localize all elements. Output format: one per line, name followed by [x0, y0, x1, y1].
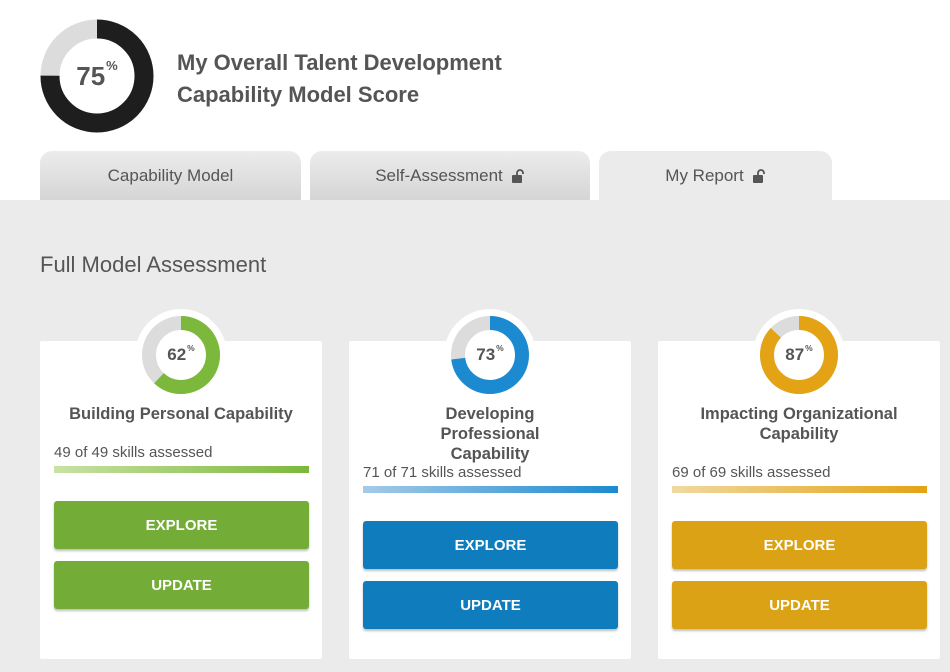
page-title-line1: My Overall Talent Development	[177, 50, 502, 75]
explore-button[interactable]: EXPLORE	[672, 521, 927, 569]
card-score-value: 87%	[753, 309, 845, 401]
card-score-donut: 73%	[444, 309, 536, 401]
card-score-number: 73	[476, 345, 496, 364]
overall-score-number: 75	[76, 60, 106, 91]
card-score-number: 62	[167, 345, 187, 364]
tab-my-report[interactable]: My Report	[599, 151, 832, 200]
card-score-value: 62%	[135, 309, 227, 401]
card-score-arc	[142, 316, 220, 394]
explore-button[interactable]: EXPLORE	[363, 521, 618, 569]
section-title: Full Model Assessment	[40, 252, 267, 277]
card-score-number: 87	[785, 345, 805, 364]
page-title: My Overall Talent Development Capability…	[177, 47, 537, 111]
update-button[interactable]: UPDATE	[363, 581, 618, 629]
tab-capability-model[interactable]: Capability Model	[40, 151, 301, 200]
overall-score-percent-sign: %	[106, 58, 118, 74]
card-score-arc	[451, 316, 529, 394]
skills-progress-bar	[672, 486, 927, 493]
explore-button[interactable]: EXPLORE	[54, 501, 309, 549]
card-score-donut: 87%	[753, 309, 845, 401]
card-score-donut: 62%	[135, 309, 227, 401]
skills-assessed-text: 49 of 49 skills assessed	[54, 444, 213, 461]
overall-score-donut: 75%	[40, 19, 154, 133]
skills-progress-bar	[363, 486, 618, 493]
card-title: Developing Professional Capability	[440, 405, 540, 463]
capability-card-professional: 73% Developing Professional Capability 7…	[349, 309, 631, 659]
skills-progress-bar	[54, 466, 309, 473]
skills-assessed-text: 69 of 69 skills assessed	[672, 464, 831, 481]
assessment-panel: Full Model Assessment 62% Building Perso…	[0, 200, 950, 672]
page-title-line2: Capability Model Score	[177, 82, 420, 107]
card-score-value: 73%	[444, 309, 536, 401]
skills-assessed-text: 71 of 71 skills assessed	[363, 464, 522, 481]
card-title: Impacting Organizational Capability	[700, 405, 898, 443]
unlock-icon	[511, 168, 524, 183]
unlock-icon	[752, 168, 765, 183]
tab-self-assessment-label: Self-Assessment	[375, 165, 503, 185]
capability-card-personal: 62% Building Personal Capability 49 of 4…	[40, 309, 322, 659]
card-score-arc	[760, 316, 838, 394]
tab-my-report-label: My Report	[665, 165, 744, 185]
card-title: Building Personal Capability	[69, 405, 293, 423]
overall-score-arc	[40, 19, 154, 133]
capability-card-organizational: 87% Impacting Organizational Capability …	[658, 309, 940, 659]
tab-self-assessment[interactable]: Self-Assessment	[310, 151, 590, 200]
card-score-percent-sign: %	[496, 343, 504, 354]
overall-score-value: 75%	[40, 19, 154, 133]
update-button[interactable]: UPDATE	[672, 581, 927, 629]
tab-capability-model-label: Capability Model	[107, 165, 234, 185]
update-button[interactable]: UPDATE	[54, 561, 309, 609]
card-score-percent-sign: %	[187, 343, 195, 354]
card-score-percent-sign: %	[805, 343, 813, 354]
